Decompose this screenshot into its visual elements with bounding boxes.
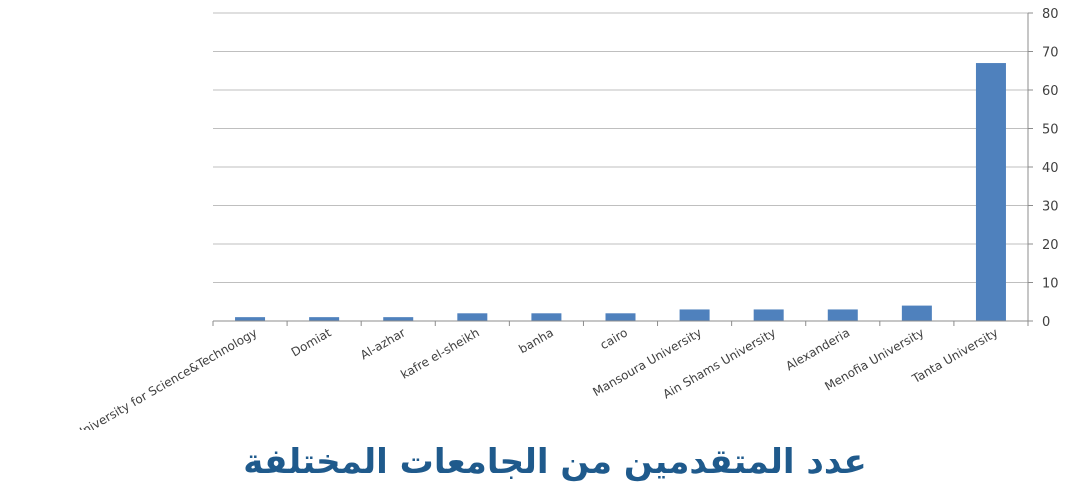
bar xyxy=(531,313,562,321)
bar xyxy=(457,313,488,321)
x-tick-label: Domiat xyxy=(289,325,334,359)
y-axis-tick-labels: 0 10 20 30 40 50 60 70 80 xyxy=(1042,7,1059,330)
x-axis xyxy=(212,320,1029,326)
x-tick-label: cairo xyxy=(598,325,630,352)
x-tick-label: Misr University for Science&Technology xyxy=(48,325,260,430)
x-axis-tick-labels: Misr University for Science&Technology Do… xyxy=(48,325,1001,430)
x-tick-label: Alexanderia xyxy=(783,325,852,373)
bar xyxy=(975,63,1006,322)
y-tick-label: 40 xyxy=(1042,161,1059,176)
y-tick-label: 0 xyxy=(1042,315,1050,330)
bar xyxy=(679,309,710,321)
y-tick-label: 20 xyxy=(1042,238,1059,253)
y-tick-label: 50 xyxy=(1042,123,1059,138)
bar xyxy=(901,305,932,321)
gridlines xyxy=(213,12,1033,322)
y-tick-label: 70 xyxy=(1042,46,1059,61)
bar xyxy=(753,309,784,321)
bar xyxy=(605,313,636,321)
y-tick-label: 30 xyxy=(1042,200,1059,215)
bar xyxy=(309,317,340,321)
chart-title: عدد المتقدمين من الجامعات المختلفة xyxy=(243,442,867,482)
y-tick-label: 80 xyxy=(1042,7,1059,22)
x-tick-label: kafre el-sheikh xyxy=(398,325,482,381)
x-tick-label: banha xyxy=(516,325,556,356)
bar xyxy=(827,309,858,321)
bars xyxy=(235,63,1006,322)
bar xyxy=(383,317,414,321)
bar-chart: 0 10 20 30 40 50 60 70 80 Misr University for Sc… xyxy=(48,7,1059,430)
x-tick-label: Al-azhar xyxy=(358,325,408,362)
bar xyxy=(235,317,266,321)
y-tick-label: 60 xyxy=(1042,84,1059,99)
y-tick-label: 10 xyxy=(1042,277,1059,292)
